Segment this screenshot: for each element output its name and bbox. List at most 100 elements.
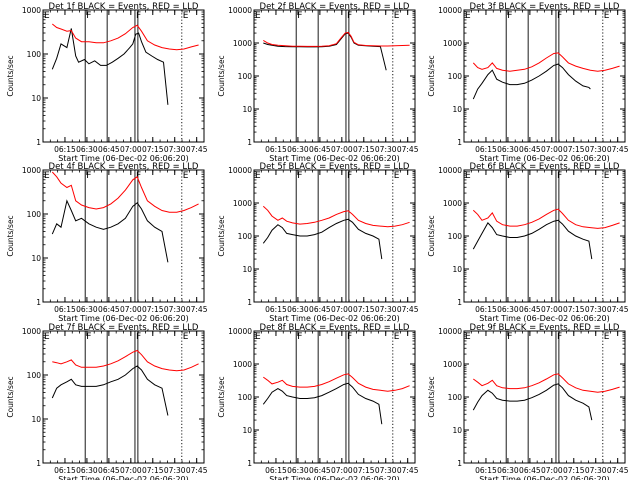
x-tick-label: 06:45 [519,145,541,154]
panel-det-5: Det 5f BLACK = Events, RED = LLD 1 10 100 10… [217,162,419,323]
flag-label: E [465,332,471,342]
x-tick-label: 06:45 [519,466,541,475]
x-tick-label: 06:30 [287,145,309,154]
y-axis-label: Counts/sec [427,376,436,417]
flag-label: E [183,332,189,342]
y-tick-label: 10000 [228,327,252,336]
y-tick-label: 1 [457,138,462,147]
y-tick-label: 10 [31,415,41,424]
y-tick-label: 1 [36,138,41,147]
flag-label: E [255,332,261,342]
y-tick-label: 100 [448,393,463,402]
y-tick-label: 10 [31,254,41,263]
lld-series-line [51,23,199,51]
x-tick-label: 06:45 [98,466,120,475]
x-tick-label: 07:45 [397,466,419,475]
panel-det-1: Det 1f BLACK = Events, RED = LLD 1 10 100 10… [6,2,208,163]
y-tick-label: 1 [36,459,41,468]
y-tick-label: 10000 [228,6,252,15]
y-tick-label: 100 [238,232,253,241]
x-tick-label: 06:15 [54,305,76,314]
plot-frame [42,330,205,464]
y-tick-label: 1 [247,459,252,468]
x-tick-label: 07:15 [563,305,585,314]
x-tick-label: 07:15 [142,145,164,154]
y-tick-label: 100 [238,72,253,81]
x-axis-label: Start Time (06-Dec-02 06:06:20) [58,314,189,323]
x-tick-label: 06:30 [76,466,98,475]
y-tick-label: 100 [448,72,463,81]
y-axis-label: Counts/sec [6,376,15,417]
x-tick-label: 07:45 [607,145,629,154]
events-series-line [263,32,387,71]
plot-frame [253,330,416,464]
x-tick-label: 06:15 [475,145,497,154]
y-tick-label: 1000 [443,199,462,208]
y-tick-label: 1 [457,459,462,468]
x-tick-label: 06:15 [54,466,76,475]
x-axis-label: Start Time (06-Dec-02 06:06:20) [269,475,400,480]
y-tick-label: 100 [27,371,42,380]
y-tick-label: 10000 [438,166,462,175]
panel-det-6: Det 6f BLACK = Events, RED = LLD 1 10 100 10… [427,162,629,323]
x-tick-label: 06:30 [497,145,519,154]
x-tick-label: 07:15 [353,305,375,314]
x-tick-label: 07:30 [585,466,607,475]
lld-series-line [472,208,620,229]
flag-label: F [297,171,302,181]
flag-label: F [136,332,141,342]
y-tick-label: 100 [27,210,42,219]
x-tick-label: 07:30 [164,305,186,314]
flag-label: E [394,171,400,181]
lld-series-line [263,373,410,392]
flag-label: E [44,171,50,181]
y-axis-label: Counts/sec [6,55,15,96]
plot-frame [463,169,626,303]
events-series-line [51,365,169,416]
x-tick-label: 07:00 [120,466,142,475]
y-axis-label: Counts/sec [217,55,226,96]
x-tick-label: 06:45 [519,305,541,314]
x-tick-label: 06:30 [76,145,98,154]
flag-label: F [347,11,352,21]
flag-label: F [347,332,352,342]
flag-label: E [255,11,261,21]
panel-det-3: Det 3f BLACK = Events, RED = LLD 1 10 100 10… [427,2,629,163]
x-tick-label: 07:00 [541,305,563,314]
x-tick-label: 07:00 [541,466,563,475]
y-tick-label: 1000 [22,166,41,175]
lld-series-line [472,52,620,72]
panel-det-9: Det 9f BLACK = Events, RED = LLD 1 10 100 10… [427,323,629,480]
events-series-line [472,219,593,260]
panel-det-8: Det 8f BLACK = Events, RED = LLD 1 10 100 10… [217,323,419,480]
x-tick-label: 06:15 [265,466,287,475]
x-tick-label: 07:45 [397,145,419,154]
x-axis-label: Start Time (06-Dec-02 06:06:20) [58,154,189,163]
y-tick-label: 1 [247,298,252,307]
flag-label: F [507,332,512,342]
x-tick-label: 06:15 [475,466,497,475]
y-tick-label: 1000 [22,6,41,15]
flag-label: E [394,332,400,342]
y-tick-label: 1000 [22,327,41,336]
panel-title: Det 1f BLACK = Events, RED = LLD [49,2,199,12]
x-axis-label: Start Time (06-Dec-02 06:06:20) [479,154,610,163]
x-tick-label: 06:15 [475,305,497,314]
y-tick-label: 1000 [233,360,252,369]
x-tick-label: 07:00 [331,466,353,475]
plot-frame [463,330,626,464]
plot-frame [42,169,205,303]
panel-title: Det 4f BLACK = Events, RED = LLD [49,162,199,172]
panel-title: Det 8f BLACK = Events, RED = LLD [260,323,410,333]
y-tick-label: 1 [247,138,252,147]
x-tick-label: 06:30 [287,305,309,314]
events-series-line [51,199,169,263]
flag-label: E [44,332,50,342]
x-axis-label: Start Time (06-Dec-02 06:06:20) [269,154,400,163]
flag-label: F [507,11,512,21]
y-tick-label: 1000 [443,360,462,369]
flag-label: F [297,11,302,21]
lld-series-line [263,31,410,47]
flag-label: E [255,171,261,181]
